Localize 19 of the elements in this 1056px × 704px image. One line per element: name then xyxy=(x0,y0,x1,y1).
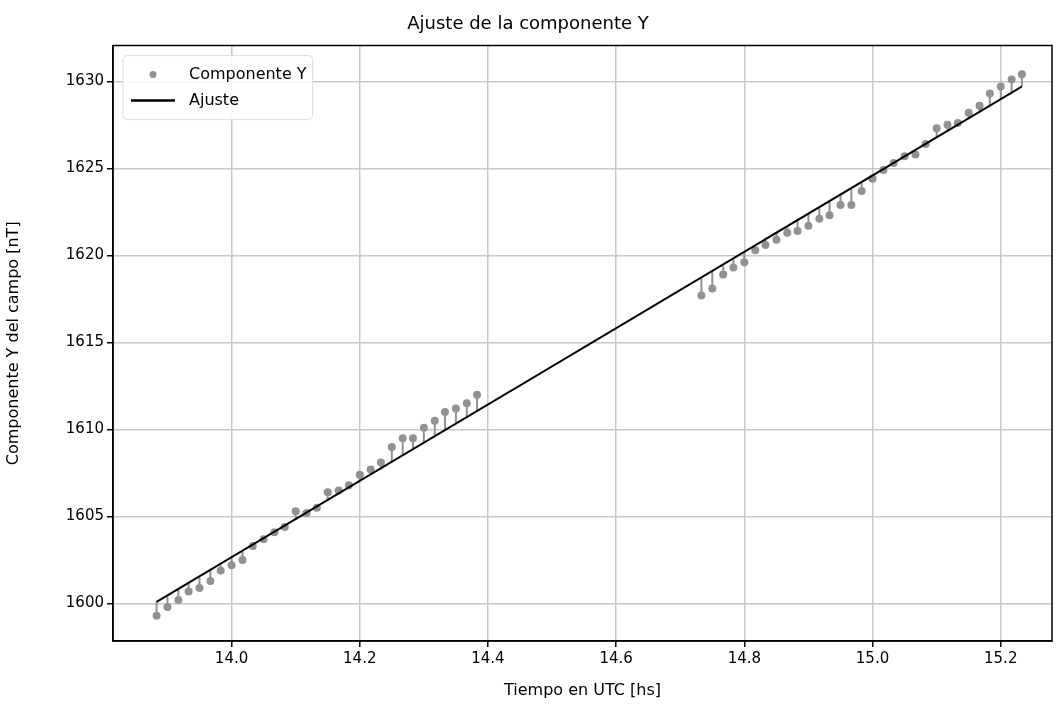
x-axis-title: Tiempo en UTC [hs] xyxy=(502,679,662,699)
y-tick-label: 1600 xyxy=(65,593,104,612)
x-tick-label: 14.0 xyxy=(214,648,249,667)
y-axis-title: Componente Y del campo [nT] xyxy=(2,221,22,466)
y-tick-label: 1605 xyxy=(65,506,104,525)
x-tick-label: 14.8 xyxy=(727,648,762,667)
y-tick-label: 1620 xyxy=(65,245,104,264)
y-tick-label: 1630 xyxy=(65,71,104,90)
x-tick-label: 15.2 xyxy=(984,648,1018,667)
y-tick-label: 1615 xyxy=(65,332,104,351)
x-tick-label: 14.2 xyxy=(343,648,377,667)
y-tick-label: 1610 xyxy=(65,419,104,438)
x-tick-label: 15.0 xyxy=(855,648,890,667)
chart-title: Ajuste de la componente Y xyxy=(407,12,650,34)
x-tick-label: 14.6 xyxy=(599,648,633,667)
x-tick-label: 14.4 xyxy=(471,648,505,667)
y-tick-label: 1625 xyxy=(65,158,104,177)
legend-label: Componente Y xyxy=(189,63,307,83)
legend-label: Ajuste xyxy=(189,89,239,109)
